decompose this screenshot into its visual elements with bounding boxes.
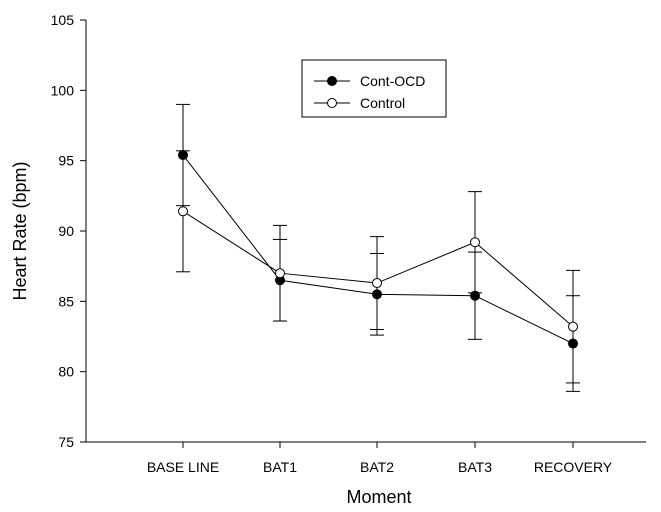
legend-box bbox=[301, 59, 447, 118]
data-point-cont-ocd-3 bbox=[470, 290, 480, 301]
y-axis-title: Heart Rate (bpm) bbox=[10, 161, 30, 300]
x-axis-title: Moment bbox=[346, 487, 411, 507]
y-tick-label-75: 75 bbox=[58, 434, 74, 450]
legend: Cont-OCD Control bbox=[301, 59, 447, 118]
data-point-control-2 bbox=[372, 278, 382, 289]
x-tick-label-2: BAT2 bbox=[360, 459, 394, 475]
data-point-cont-ocd-2 bbox=[372, 289, 382, 300]
data-point-cont-ocd-0 bbox=[178, 150, 188, 161]
legend-marker-cont-ocd bbox=[327, 76, 337, 86]
data-point-cont-ocd-4 bbox=[568, 338, 578, 349]
y-tick-label-85: 85 bbox=[58, 293, 74, 309]
x-tick-label-1: BAT1 bbox=[263, 459, 297, 475]
x-tick-label-4: RECOVERY bbox=[534, 459, 613, 475]
data-point-control-1 bbox=[275, 268, 285, 279]
plot-area bbox=[176, 103, 580, 392]
legend-marker-control bbox=[327, 98, 337, 108]
legend-label-cont-ocd: Cont-OCD bbox=[360, 73, 425, 89]
y-tick-label-105: 105 bbox=[51, 12, 75, 28]
x-tick-label-0: BASE LINE bbox=[147, 459, 219, 475]
legend-label-control: Control bbox=[360, 95, 405, 111]
axes: 75 80 85 90 95 100 105 BASE LINE BAT1 BAT2 BAT3 REC… bbox=[51, 12, 646, 475]
y-tick-label-95: 95 bbox=[58, 153, 74, 169]
data-point-control-4 bbox=[568, 321, 578, 332]
x-tick-label-3: BAT3 bbox=[458, 459, 492, 475]
y-tick-label-100: 100 bbox=[51, 82, 75, 98]
data-point-control-0 bbox=[178, 206, 188, 217]
y-tick-label-90: 90 bbox=[58, 223, 74, 239]
y-tick-label-80: 80 bbox=[58, 364, 74, 380]
data-point-control-3 bbox=[470, 237, 480, 248]
